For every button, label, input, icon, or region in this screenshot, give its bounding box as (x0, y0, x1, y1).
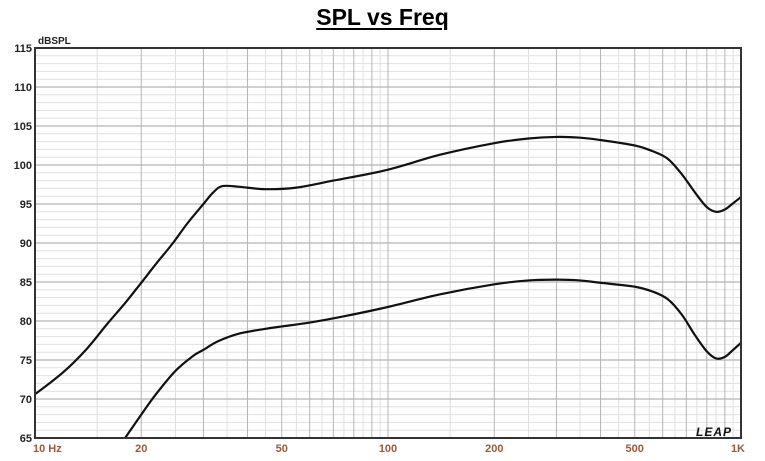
x-tick-label: 20 (135, 443, 147, 455)
x-tick-label: 500 (626, 443, 644, 455)
x-tick-label: 200 (485, 443, 503, 455)
y-tick-label: 100 (14, 160, 32, 172)
y-tick-label: 90 (20, 238, 32, 250)
major-gridlines (34, 47, 742, 439)
y-tick-label: 75 (20, 355, 32, 367)
y-tick-label: 110 (14, 82, 32, 94)
x-tick-label: 50 (276, 443, 288, 455)
plot-frame (34, 47, 742, 439)
y-tick-label: 65 (20, 433, 32, 445)
y-tick-label: 115 (14, 43, 32, 55)
y-axis-unit-label: dBSPL (38, 36, 71, 47)
y-tick-label: 105 (14, 121, 32, 133)
y-tick-label: 80 (20, 316, 32, 328)
y-tick-label: 95 (20, 199, 32, 211)
spl-curves (34, 135, 742, 439)
x-tick-label: 100 (379, 443, 397, 455)
chart-title-text: SPL vs Freq (316, 4, 449, 30)
curve-lower (124, 278, 742, 439)
y-axis-tick-labels: 65 70 75 80 85 90 95 100 105 110 115 (14, 43, 32, 445)
chart-title: SPL vs Freq (0, 4, 765, 31)
y-tick-label: 85 (20, 277, 32, 289)
curve-upper (34, 135, 742, 396)
x-tick-label: 10 Hz (33, 443, 62, 455)
x-tick-label: 1K (731, 443, 745, 455)
leap-logo: LEAP (696, 425, 732, 439)
x-axis-tick-labels: 10 Hz 20 50 100 200 500 1K (33, 443, 745, 455)
y-tick-label: 70 (20, 394, 32, 406)
